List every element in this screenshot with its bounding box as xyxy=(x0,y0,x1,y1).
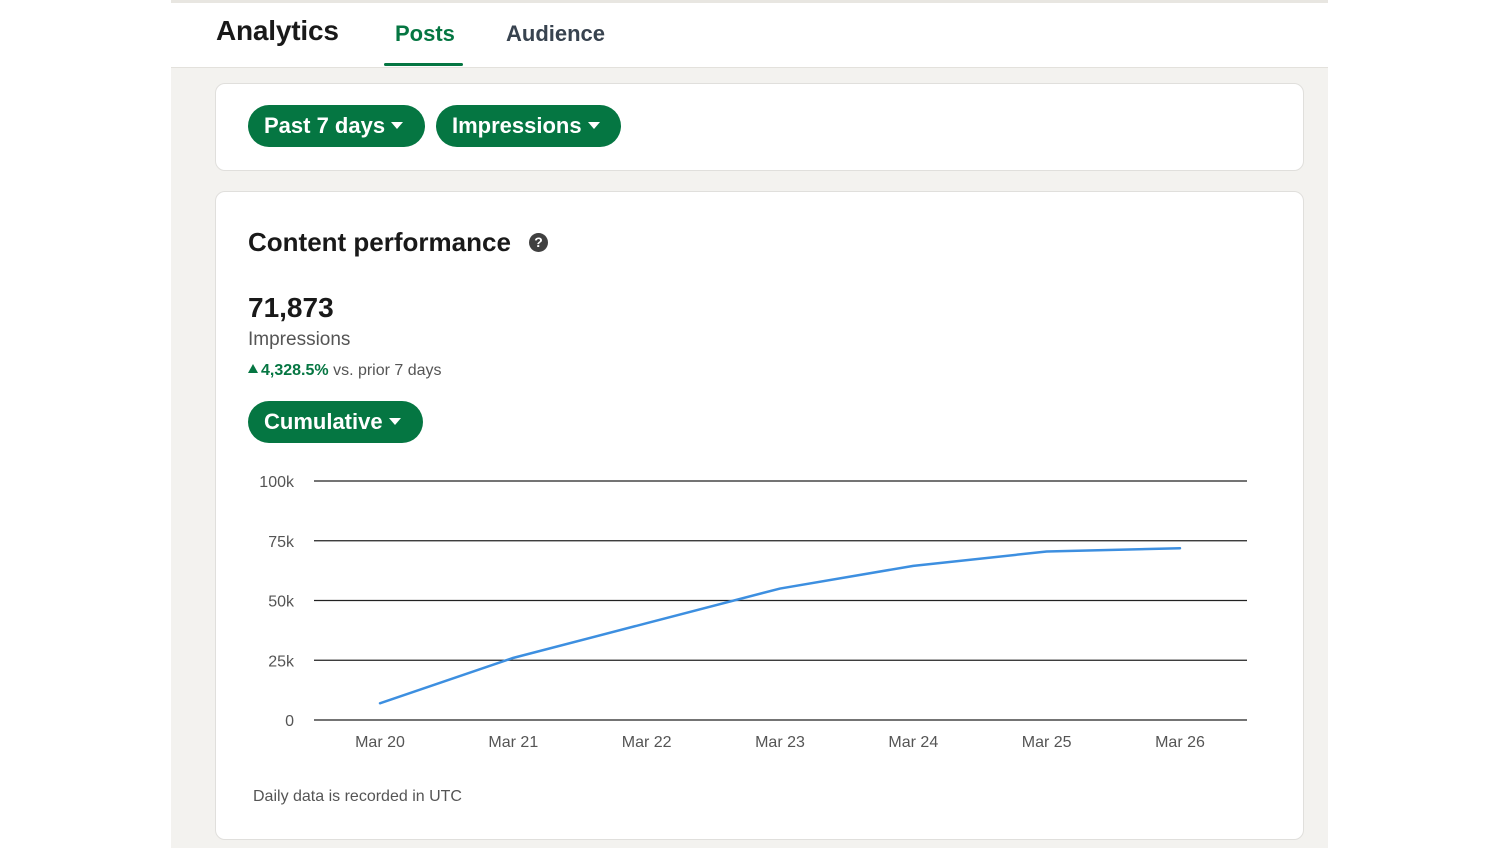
x-tick-label: Mar 21 xyxy=(488,734,538,751)
caret-down-icon xyxy=(391,121,404,129)
impressions-total: 71,873 xyxy=(248,292,334,323)
section-title: Content performance xyxy=(248,227,511,257)
utc-footnote: Daily data is recorded in UTC xyxy=(253,788,462,805)
caret-down-icon xyxy=(388,417,401,425)
top-divider xyxy=(171,0,1328,3)
y-tick-label: 25k xyxy=(268,653,295,670)
data-point[interactable] xyxy=(507,652,519,664)
impressions-line-chart: 0 25k 50k 75k 100k Mar 20 Mar 21 Mar 22 Mar 23 M… xyxy=(259,474,1247,751)
delta-percent: 4,328.5% xyxy=(261,362,329,379)
x-tick-label: Mar 23 xyxy=(755,734,805,751)
y-tick-label: 75k xyxy=(268,534,295,551)
series-line-0 xyxy=(378,546,1182,705)
impressions-label: Impressions xyxy=(248,329,351,350)
date-range-dropdown[interactable]: Past 7 days xyxy=(248,105,425,147)
analytics-header: Analytics Posts Audience xyxy=(171,3,1328,68)
tab-posts[interactable]: Posts xyxy=(395,21,455,46)
question-circle-icon[interactable]: ? xyxy=(529,233,548,252)
delta-text: vs. prior 7 days xyxy=(333,362,442,379)
data-point[interactable] xyxy=(641,617,653,629)
filter-card: Past 7 days Impressions xyxy=(215,83,1304,171)
data-point[interactable] xyxy=(1174,542,1186,554)
metric-dropdown[interactable]: Impressions xyxy=(436,105,621,147)
data-point[interactable] xyxy=(374,697,386,709)
content-performance-card: Content performance ? 71,873 Impressions… xyxy=(215,191,1304,840)
date-range-label: Past 7 days xyxy=(264,113,386,138)
y-tick-label: 50k xyxy=(268,594,295,611)
data-point[interactable] xyxy=(907,560,919,572)
x-tick-label: Mar 24 xyxy=(888,734,938,751)
data-point[interactable] xyxy=(774,583,786,595)
cumulative-dropdown[interactable]: Cumulative xyxy=(248,401,423,443)
x-tick-label: Mar 22 xyxy=(622,734,672,751)
delta-row: 4,328.5% vs. prior 7 days xyxy=(248,362,442,380)
caret-down-icon xyxy=(587,121,600,129)
analytics-page: Analytics Posts Audience Past 7 days Imp… xyxy=(171,0,1328,848)
x-tick-label: Mar 25 xyxy=(1022,734,1072,751)
x-tick-label: Mar 20 xyxy=(355,734,405,751)
metric-dropdown-label: Impressions xyxy=(452,113,582,138)
tab-audience[interactable]: Audience xyxy=(506,21,606,46)
arrow-up-icon xyxy=(248,364,258,373)
x-tick-label: Mar 26 xyxy=(1155,734,1205,751)
page-title: Analytics xyxy=(216,15,339,46)
selected-tab-indicator xyxy=(384,63,463,66)
y-tick-label: 100k xyxy=(259,474,295,491)
cumulative-label: Cumulative xyxy=(264,409,383,434)
y-tick-label: 0 xyxy=(285,713,294,730)
data-point[interactable] xyxy=(1041,546,1053,558)
